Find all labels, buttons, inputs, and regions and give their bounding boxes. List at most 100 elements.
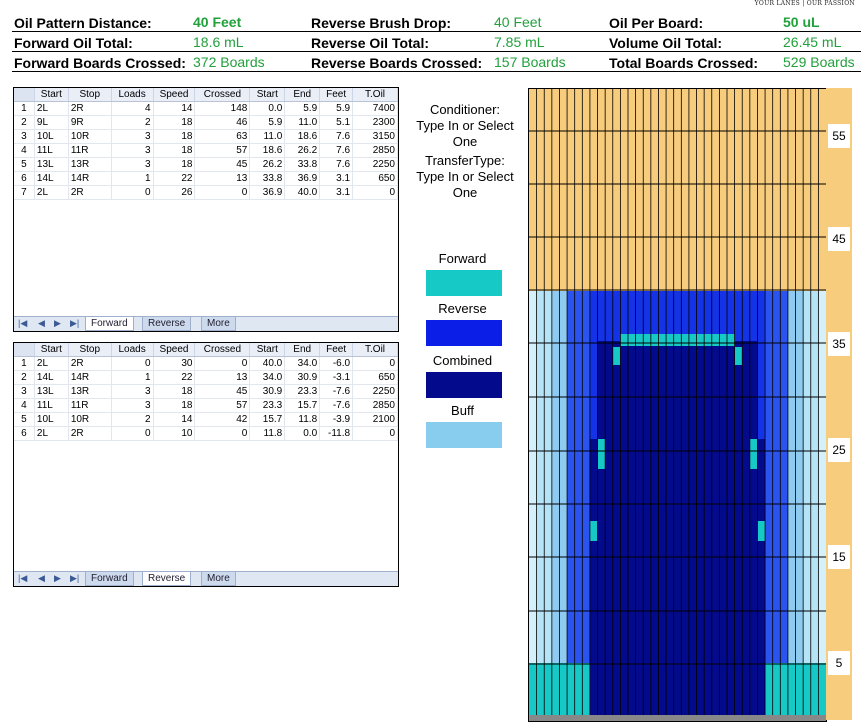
- grid-cell[interactable]: 22: [153, 171, 196, 186]
- grid-cell[interactable]: 2: [111, 412, 154, 427]
- grid-cell[interactable]: 1: [111, 370, 154, 385]
- grid-cell[interactable]: 3: [111, 157, 154, 172]
- column-header[interactable]: Crossed: [194, 343, 251, 357]
- grid-cell[interactable]: 5.9: [249, 115, 286, 130]
- grid-cell[interactable]: 11.8: [249, 426, 286, 441]
- grid-cell[interactable]: 7.6: [319, 129, 354, 144]
- grid-cell[interactable]: 33.8: [249, 171, 286, 186]
- grid-cell[interactable]: 11.8: [284, 412, 321, 427]
- grid-cell[interactable]: 0.0: [284, 426, 321, 441]
- grid-cell[interactable]: 40.0: [249, 356, 286, 371]
- grid-cell[interactable]: 18.6: [284, 129, 321, 144]
- transfer-type-field[interactable]: TransferType: Type In or Select One: [416, 153, 514, 200]
- column-header[interactable]: Crossed: [194, 88, 251, 102]
- grid-cell[interactable]: 5.9: [319, 101, 354, 116]
- grid-cell[interactable]: 0.0: [249, 101, 286, 116]
- grid-cell[interactable]: -7.6: [319, 398, 354, 413]
- grid-cell[interactable]: 40.0: [284, 185, 321, 200]
- table-row[interactable]: 2 9L 9R 2 18 46 5.9 11.0 5.1 2300: [14, 115, 398, 130]
- grid-cell[interactable]: 4: [111, 101, 154, 116]
- grid-cell[interactable]: 10R: [68, 412, 112, 427]
- grid-corner[interactable]: [14, 343, 35, 357]
- grid-cell[interactable]: 13R: [68, 384, 112, 399]
- conditioner-field[interactable]: Conditioner: Type In or Select One: [416, 102, 514, 149]
- grid-cell[interactable]: 0: [194, 426, 251, 441]
- column-header[interactable]: Start: [34, 88, 69, 102]
- grid-corner[interactable]: [14, 88, 35, 102]
- grid-cell[interactable]: 46: [194, 115, 251, 130]
- grid-cell[interactable]: 5.1: [319, 115, 354, 130]
- reverse-grid[interactable]: Start Stop Loads Speed Crossed Start End Feet T.…: [14, 343, 398, 441]
- column-header[interactable]: Loads: [111, 343, 154, 357]
- column-header[interactable]: Speed: [153, 88, 196, 102]
- grid-cell[interactable]: 36.9: [284, 171, 321, 186]
- grid-cell[interactable]: 0: [194, 185, 251, 200]
- grid-cell[interactable]: 10: [153, 426, 196, 441]
- grid-cell[interactable]: 0: [111, 356, 154, 371]
- grid-cell[interactable]: 2R: [68, 426, 112, 441]
- grid-cell[interactable]: 23.3: [249, 398, 286, 413]
- grid-cell[interactable]: 33.8: [284, 157, 321, 172]
- grid-cell[interactable]: -3.9: [319, 412, 354, 427]
- tab-forward[interactable]: Forward: [85, 317, 134, 331]
- grid-cell[interactable]: 14: [153, 412, 196, 427]
- table-row[interactable]: 6 14L 14R 1 22 13 33.8 36.9 3.1 650: [14, 171, 398, 186]
- grid-cell[interactable]: 11.0: [249, 129, 286, 144]
- grid-cell[interactable]: 18: [153, 398, 196, 413]
- next-sheet-icon[interactable]: ▶: [54, 318, 61, 328]
- grid-cell[interactable]: -7.6: [319, 384, 354, 399]
- last-sheet-icon[interactable]: ▶|: [70, 573, 80, 583]
- grid-cell[interactable]: 3: [111, 143, 154, 158]
- grid-cell[interactable]: 0: [111, 185, 154, 200]
- grid-cell[interactable]: 14R: [68, 171, 112, 186]
- grid-cell[interactable]: 18: [153, 115, 196, 130]
- tab-more[interactable]: More: [201, 572, 236, 586]
- tab-more[interactable]: More: [201, 317, 236, 331]
- table-row[interactable]: 1 2L 2R 4 14 148 0.0 5.9 5.9 7400: [14, 101, 398, 116]
- grid-cell[interactable]: 22: [153, 370, 196, 385]
- grid-cell[interactable]: 2250: [352, 384, 398, 399]
- grid-cell[interactable]: 18: [153, 129, 196, 144]
- grid-cell[interactable]: 2L: [34, 426, 69, 441]
- grid-cell[interactable]: 26.2: [284, 143, 321, 158]
- grid-cell[interactable]: 0: [352, 185, 398, 200]
- grid-cell[interactable]: 1: [111, 171, 154, 186]
- table-row[interactable]: 7 2L 2R 0 26 0 36.9 40.0 3.1 0: [14, 185, 398, 200]
- grid-cell[interactable]: 3.1: [319, 171, 354, 186]
- grid-cell[interactable]: 7.6: [319, 157, 354, 172]
- column-header[interactable]: Loads: [111, 88, 154, 102]
- grid-cell[interactable]: 57: [194, 398, 251, 413]
- grid-cell[interactable]: 10L: [34, 412, 69, 427]
- column-header[interactable]: End: [284, 343, 321, 357]
- grid-cell[interactable]: 18.6: [249, 143, 286, 158]
- grid-cell[interactable]: 18: [153, 157, 196, 172]
- column-header[interactable]: Start: [249, 88, 286, 102]
- tab-reverse[interactable]: Reverse: [142, 317, 192, 331]
- grid-cell[interactable]: 0: [194, 356, 251, 371]
- tab-reverse[interactable]: Reverse: [142, 572, 192, 586]
- column-header[interactable]: T.Oil: [352, 88, 398, 102]
- grid-cell[interactable]: 15.7: [284, 398, 321, 413]
- grid-cell[interactable]: 2100: [352, 412, 398, 427]
- grid-cell[interactable]: 30.9: [249, 384, 286, 399]
- column-header[interactable]: Speed: [153, 343, 196, 357]
- grid-cell[interactable]: 57: [194, 143, 251, 158]
- grid-cell[interactable]: 15.7: [249, 412, 286, 427]
- grid-cell[interactable]: 13L: [34, 157, 69, 172]
- grid-cell[interactable]: 3: [111, 398, 154, 413]
- table-row[interactable]: 3 10L 10R 3 18 63 11.0 18.6 7.6 3150: [14, 129, 398, 144]
- column-header[interactable]: Feet: [319, 343, 354, 357]
- first-sheet-icon[interactable]: |◀: [18, 573, 28, 583]
- grid-cell[interactable]: 14L: [34, 171, 69, 186]
- grid-cell[interactable]: 30.9: [284, 370, 321, 385]
- table-row[interactable]: 5 13L 13R 3 18 45 26.2 33.8 7.6 2250: [14, 157, 398, 172]
- grid-cell[interactable]: 63: [194, 129, 251, 144]
- grid-cell[interactable]: 11L: [34, 143, 69, 158]
- column-header[interactable]: Stop: [68, 88, 112, 102]
- grid-cell[interactable]: 34.0: [284, 356, 321, 371]
- grid-cell[interactable]: 11R: [68, 143, 112, 158]
- grid-cell[interactable]: 650: [352, 370, 398, 385]
- forward-grid[interactable]: Start Stop Loads Speed Crossed Start End Feet T.…: [14, 88, 398, 200]
- tab-forward[interactable]: Forward: [85, 572, 134, 586]
- grid-cell[interactable]: 13L: [34, 384, 69, 399]
